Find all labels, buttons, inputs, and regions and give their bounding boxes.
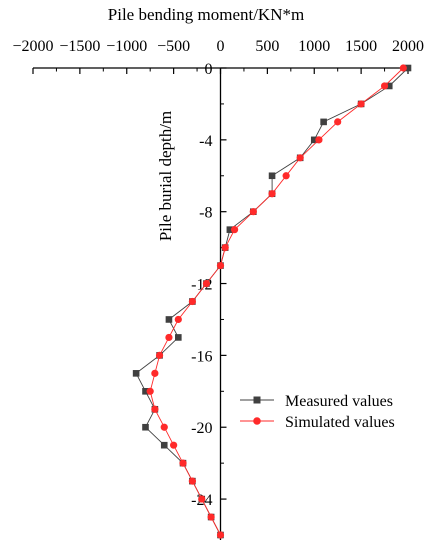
- simulated-point: [249, 208, 257, 216]
- simulated-point: [179, 459, 187, 467]
- simulated-point: [170, 441, 178, 449]
- simulated-point: [221, 244, 229, 252]
- series-layer: [132, 64, 412, 539]
- simulated-point: [155, 351, 164, 359]
- simulated-point: [151, 369, 159, 377]
- simulated-point: [174, 315, 182, 324]
- x-axis-ticks: −2000 −1500 −1000 −500 0 500 1000 1500 2000: [12, 38, 424, 74]
- measured-point: [404, 64, 412, 72]
- simulated-point: [216, 261, 225, 270]
- legend-measured-label: Measured values: [285, 393, 393, 410]
- simulated-point: [230, 226, 239, 234]
- x-tick-label: 0: [217, 38, 225, 55]
- simulated-point: [380, 82, 389, 90]
- y-tick-label: 0: [205, 61, 213, 78]
- x-axis-label: Pile bending moment/KN*m: [108, 5, 304, 24]
- legend-simulated-label: Simulated values: [285, 414, 395, 431]
- measured-point: [160, 441, 168, 449]
- simulated-point: [334, 118, 342, 126]
- series-line-measured: [135, 67, 409, 536]
- y-tick-label: -16: [191, 348, 212, 365]
- simulated-point: [315, 136, 323, 144]
- simulated-point: [216, 531, 225, 539]
- y-axis-label: Pile burial depth/m: [156, 111, 175, 241]
- legend-simulated-marker: [253, 417, 261, 425]
- measured-point: [132, 370, 140, 377]
- y-axis-ticks: 0-4-8-12-16-20-24: [191, 61, 227, 536]
- series-line-simulated: [149, 67, 404, 536]
- simulated-point: [202, 279, 211, 288]
- x-tick-label: −500: [157, 38, 190, 55]
- legend: Measured values Simulated values: [240, 393, 395, 431]
- measured-point: [175, 334, 182, 341]
- y-tick-label: -4: [199, 133, 212, 150]
- simulated-point: [357, 100, 365, 108]
- x-tick-label: 1500: [345, 38, 377, 55]
- simulated-point: [188, 477, 196, 485]
- simulated-point: [165, 333, 173, 342]
- simulated-point: [146, 387, 154, 395]
- measured-point: [142, 388, 149, 395]
- x-tick-label: 500: [255, 38, 279, 55]
- measured-point: [268, 172, 276, 180]
- measured-point: [226, 226, 234, 233]
- measured-point: [310, 136, 318, 144]
- x-tick-label: −1000: [106, 38, 147, 55]
- simulated-point: [198, 495, 206, 503]
- x-tick-label: −2000: [12, 38, 53, 55]
- legend-measured-marker: [253, 396, 261, 404]
- simulated-point: [296, 154, 304, 162]
- x-tick-label: 1000: [298, 38, 330, 55]
- x-tick-label: −1500: [59, 38, 100, 55]
- simulated-point: [151, 405, 159, 413]
- measured-point: [385, 82, 393, 90]
- simulated-point: [160, 423, 168, 431]
- simulated-point: [282, 172, 290, 180]
- y-tick-label: -20: [191, 420, 212, 437]
- simulated-point: [399, 64, 407, 72]
- measured-point: [165, 316, 173, 323]
- simulated-point: [207, 513, 215, 521]
- measured-point: [142, 423, 149, 431]
- y-tick-label: -8: [199, 205, 212, 222]
- x-tick-label: 2000: [392, 38, 424, 55]
- measured-point: [320, 118, 327, 126]
- simulated-point: [268, 190, 276, 198]
- simulated-point: [188, 297, 196, 306]
